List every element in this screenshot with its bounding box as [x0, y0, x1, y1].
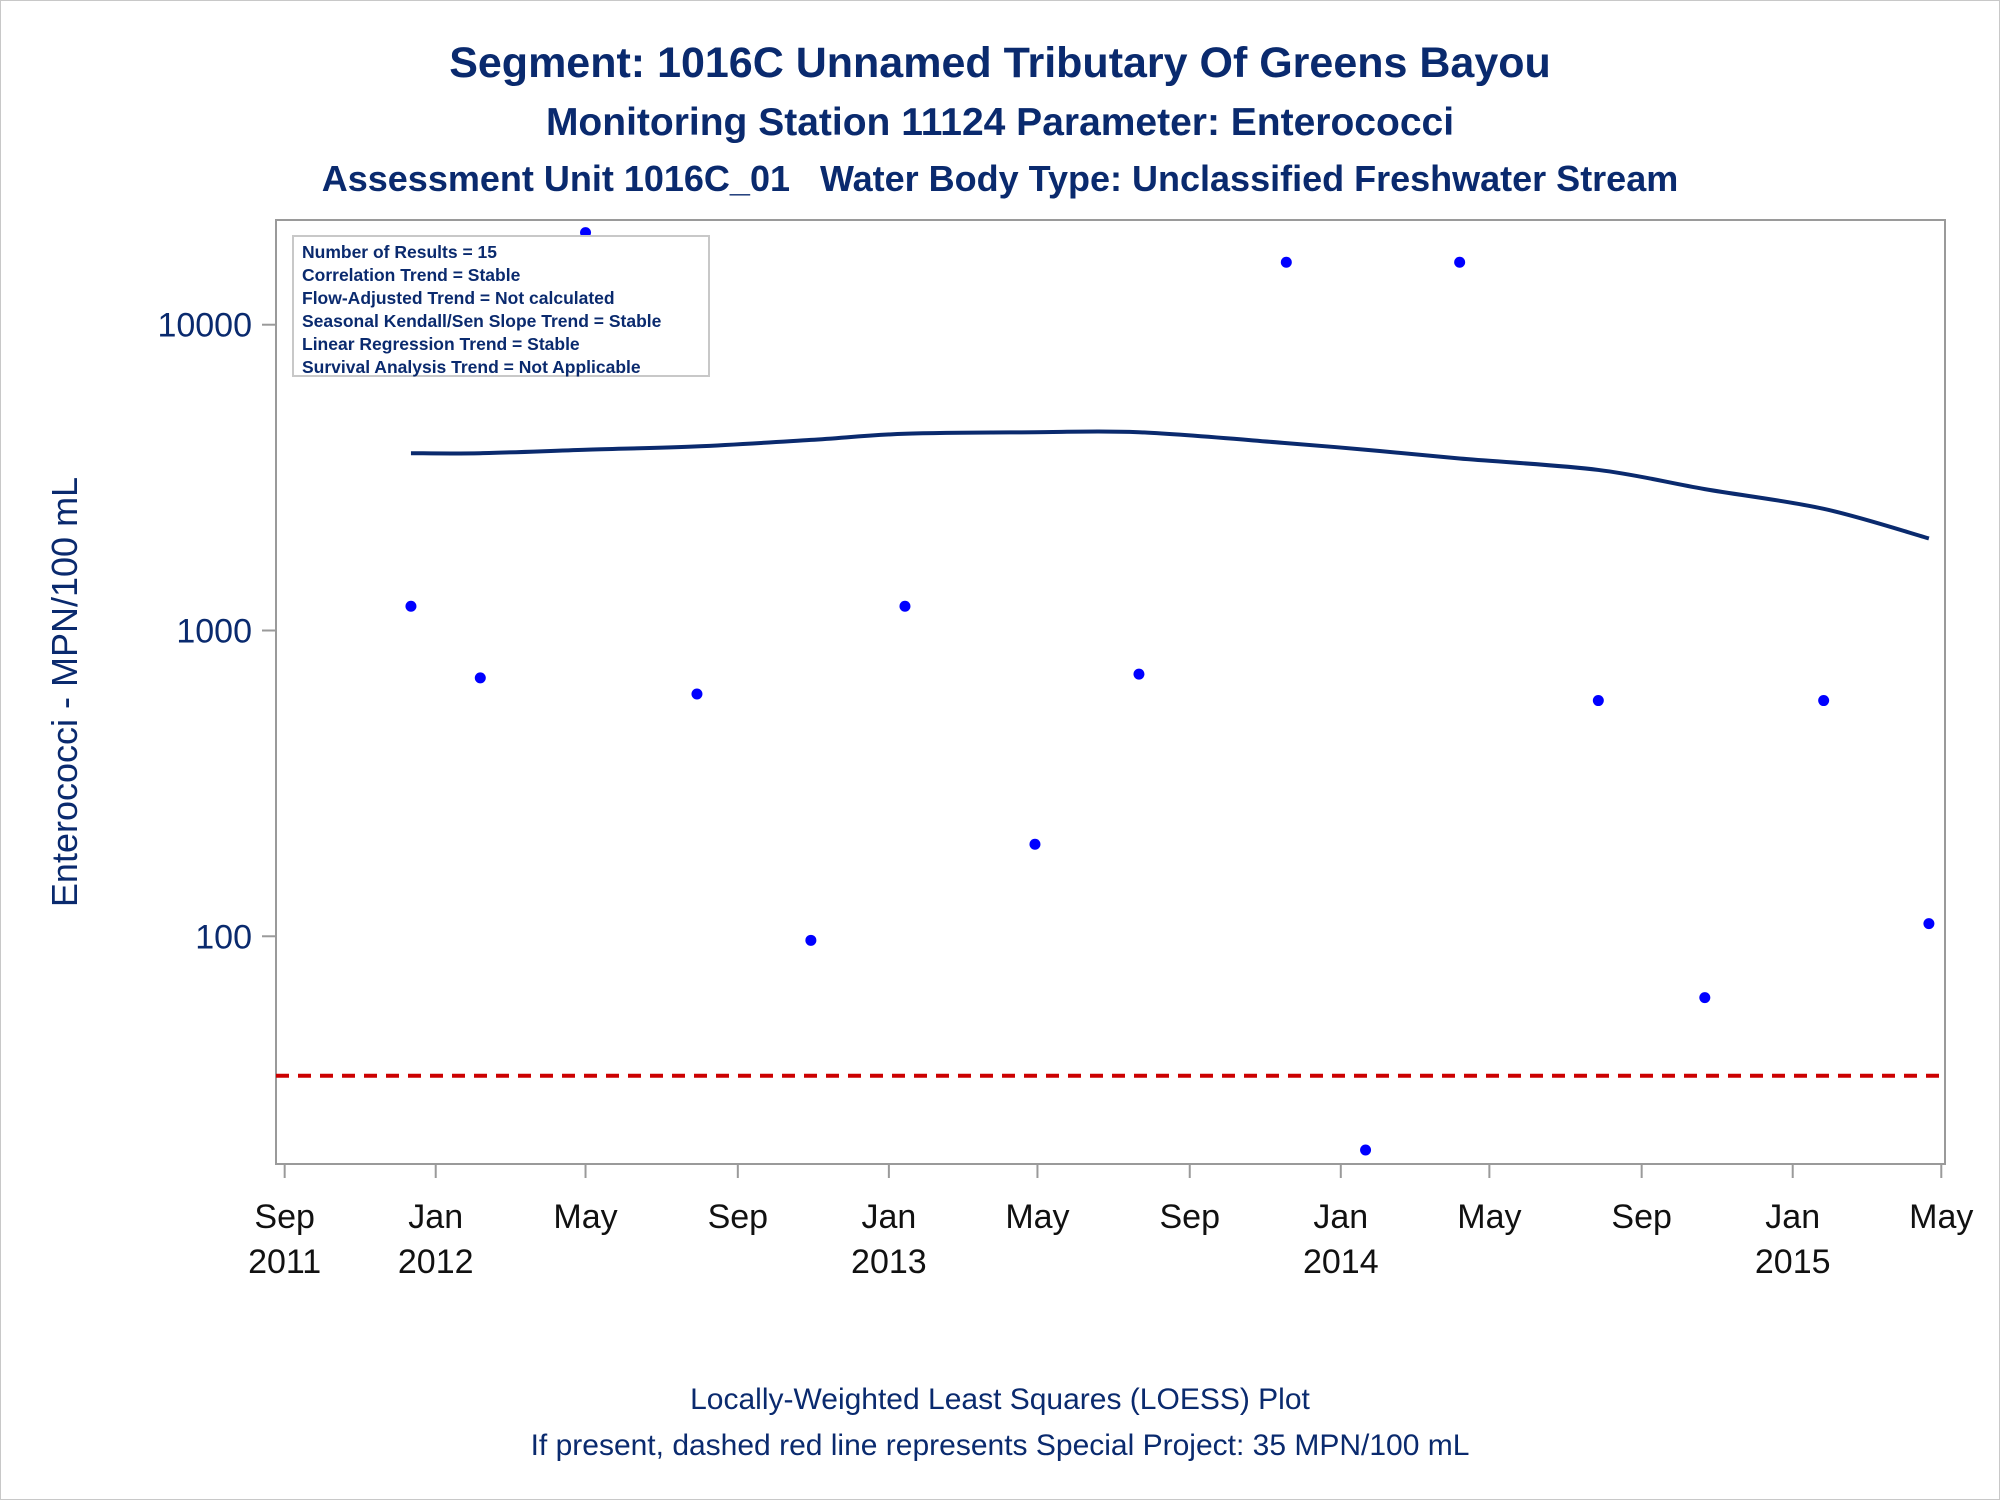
- data-point: [1923, 918, 1935, 930]
- x-tick-label: May: [553, 1198, 617, 1236]
- chart-title: Segment: 1016C Unnamed Tributary Of Gree…: [449, 39, 1551, 87]
- stat-line: Correlation Trend = Stable: [302, 265, 521, 285]
- y-axis-label: Enterococci - MPN/100 mL: [44, 477, 85, 907]
- footnote-reference: If present, dashed red line represents S…: [530, 1429, 1470, 1462]
- x-tick-label: 2014: [1303, 1243, 1379, 1281]
- data-point: [899, 600, 911, 612]
- data-point: [1454, 256, 1466, 268]
- data-point: [474, 672, 486, 684]
- x-tick-label: Sep: [1611, 1198, 1672, 1236]
- trend-stats-box: Number of Results = 15 Correlation Trend…: [292, 235, 710, 377]
- stat-line: Number of Results = 15: [302, 242, 497, 262]
- footnote-loess: Locally-Weighted Least Squares (LOESS) P…: [690, 1383, 1310, 1416]
- data-point: [1818, 695, 1830, 707]
- y-tick-label: 10000: [157, 307, 252, 345]
- x-tick-label: 2011: [248, 1243, 321, 1281]
- x-tick-label: Sep: [254, 1198, 315, 1236]
- x-tick-label: 2013: [851, 1243, 927, 1281]
- x-tick-label: Sep: [1159, 1198, 1220, 1236]
- x-tick-label: May: [1909, 1198, 1973, 1236]
- x-tick-label: 2015: [1755, 1243, 1831, 1281]
- stat-line: Linear Regression Trend = Stable: [302, 334, 580, 354]
- stat-line: Flow-Adjusted Trend = Not calculated: [302, 288, 615, 308]
- data-point: [691, 688, 703, 700]
- loess-line: [410, 429, 1930, 541]
- x-tick-label: Jan: [861, 1198, 916, 1236]
- data-point: [805, 934, 817, 946]
- plot-area: [275, 219, 1946, 1165]
- data-point: [1029, 838, 1041, 850]
- data-point: [1280, 256, 1292, 268]
- x-tick-label: May: [1457, 1198, 1521, 1236]
- data-point: [1133, 668, 1145, 680]
- x-tick-label: Jan: [408, 1198, 463, 1236]
- x-tick-label: 2012: [398, 1243, 474, 1281]
- x-tick-label: Jan: [1765, 1198, 1820, 1236]
- chart-subtitle: Monitoring Station 11124 Parameter: Ente…: [545, 101, 1455, 144]
- x-tick-label: Sep: [708, 1198, 769, 1236]
- data-point: [1592, 695, 1604, 707]
- y-tick-label: 1000: [176, 612, 252, 650]
- x-tick-label: Jan: [1313, 1198, 1368, 1236]
- data-point: [1360, 1144, 1372, 1156]
- chart-subtitle-2: Assessment Unit 1016C_01 Water Body Type…: [321, 158, 1679, 199]
- data-point: [1699, 992, 1711, 1004]
- data-point: [405, 600, 417, 612]
- stat-line: Survival Analysis Trend = Not Applicable: [302, 357, 641, 377]
- stat-line: Seasonal Kendall/Sen Slope Trend = Stabl…: [302, 311, 662, 331]
- y-tick-label: 100: [195, 918, 252, 956]
- x-tick-label: May: [1005, 1198, 1069, 1236]
